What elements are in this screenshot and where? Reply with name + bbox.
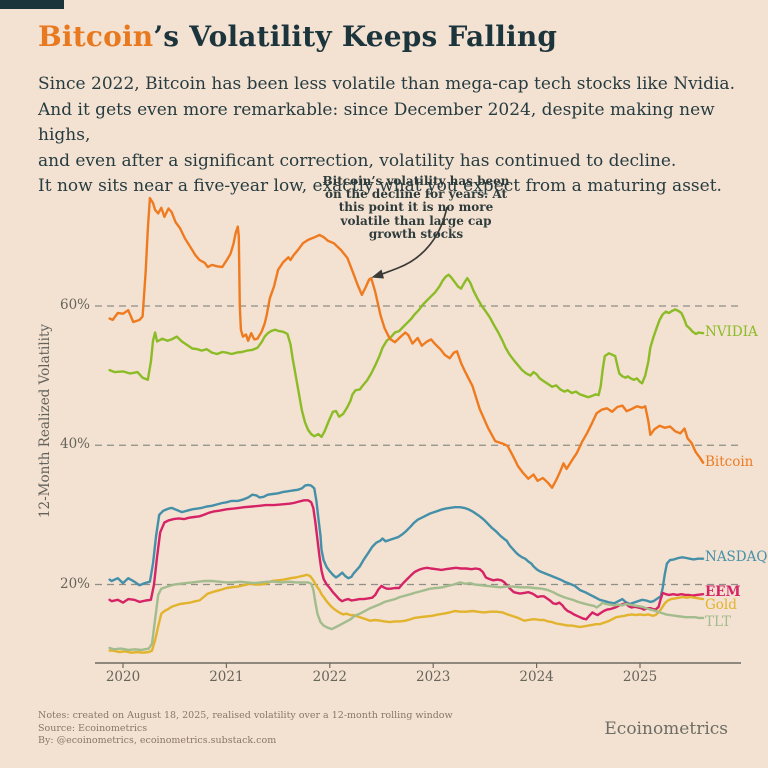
x-tick-2023: 2023 — [416, 669, 451, 685]
chart-annotation: Bitcoin’s volatility has been on the dec… — [322, 174, 510, 241]
series-line-tlt — [108, 579, 705, 652]
footer-notes: Notes: created on August 18, 2025, reali… — [38, 710, 453, 746]
annotation-arrow-icon — [371, 206, 448, 279]
x-tick-2020: 2020 — [105, 669, 141, 685]
series-line-gold — [108, 573, 705, 654]
y-tick-60: 60% — [59, 297, 90, 313]
series-line-bitcoin — [108, 196, 705, 489]
series-label-gold: Gold — [705, 597, 737, 614]
series-line-nvidia — [108, 273, 705, 439]
brand-corner-bar — [0, 0, 64, 9]
x-axis — [95, 662, 741, 668]
x-tick-2024: 2024 — [519, 669, 554, 685]
y-tick-40: 40% — [59, 436, 90, 453]
y-tick-20: 20% — [59, 575, 90, 592]
title-accent-bitcoin: Bitcoin — [38, 20, 154, 53]
subtitle-paragraph: Since 2022, Bitcoin has been less volati… — [38, 74, 735, 196]
page-title: Bitcoin’s Volatility Keeps Falling — [38, 20, 557, 53]
series-line-eem — [108, 499, 705, 621]
series-label-eem: EEM — [705, 583, 741, 600]
series-label-bitcoin: Bitcoin — [705, 454, 754, 471]
series-lines — [108, 196, 705, 654]
series-label-nasdaq: NASDAQ — [705, 549, 768, 566]
x-tick-2022: 2022 — [312, 669, 347, 685]
x-tick-2025: 2025 — [622, 669, 658, 685]
series-label-nvidia: NVIDIA — [705, 324, 758, 341]
title-rest: ’s Volatility Keeps Falling — [153, 20, 558, 53]
series-label-tlt: TLT — [705, 613, 731, 630]
series-line-nasdaq — [108, 483, 705, 606]
footer-brand: Ecoinometrics — [604, 719, 728, 739]
x-tick-2021: 2021 — [209, 669, 244, 685]
